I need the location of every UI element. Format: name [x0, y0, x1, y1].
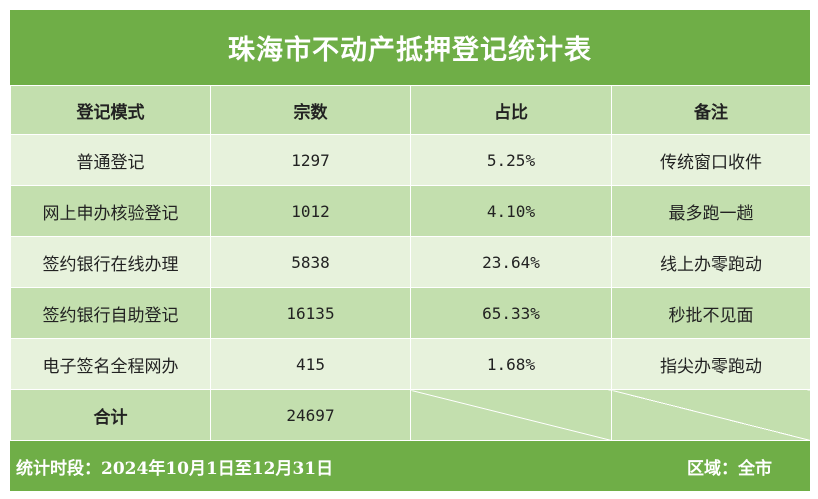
cell-ratio: 23.64%	[410, 236, 612, 288]
cell-ratio: 5.25%	[410, 134, 612, 186]
cell-ratio: 4.10%	[410, 185, 612, 237]
region-label: 区域：全市	[687, 458, 772, 479]
cell-note: 传统窗口收件	[611, 134, 811, 186]
cell-note: 线上办零跑动	[611, 236, 811, 288]
table-row: 签约银行自助登记 16135 65.33% 秒批不见面	[10, 287, 811, 339]
table-title: 珠海市不动产抵押登记统计表	[10, 10, 810, 85]
stats-table-card: 珠海市不动产抵押登记统计表 登记模式 宗数 占比 备注 普通登记 1297 5.…	[10, 10, 811, 492]
total-label: 合计	[10, 389, 211, 441]
cell-mode: 网上申办核验登记	[10, 185, 211, 237]
header-ratio: 占比	[410, 85, 612, 135]
cell-mode: 电子签名全程网办	[10, 338, 211, 390]
table-footer: 统计时段：2024年10月1日至12月31日 区域：全市	[10, 441, 810, 491]
cell-count: 5838	[210, 236, 411, 288]
empty-diagonal-cell	[611, 389, 811, 441]
cell-mode: 普通登记	[10, 134, 211, 186]
cell-note: 最多跑一趟	[611, 185, 811, 237]
cell-ratio: 1.68%	[410, 338, 612, 390]
total-count: 24697	[210, 389, 411, 441]
cell-count: 1012	[210, 185, 411, 237]
cell-note: 秒批不见面	[611, 287, 811, 339]
header-row: 登记模式 宗数 占比 备注	[10, 85, 811, 135]
header-count: 宗数	[210, 85, 411, 135]
cell-count: 16135	[210, 287, 411, 339]
total-row: 合计 24697	[10, 389, 811, 441]
stats-table: 登记模式 宗数 占比 备注 普通登记 1297 5.25% 传统窗口收件 网上申…	[10, 85, 811, 441]
header-mode: 登记模式	[10, 85, 211, 135]
empty-diagonal-cell	[410, 389, 612, 441]
cell-mode: 签约银行在线办理	[10, 236, 211, 288]
statistics-period: 统计时段：2024年10月1日至12月31日	[16, 458, 334, 479]
table-row: 网上申办核验登记 1012 4.10% 最多跑一趟	[10, 185, 811, 237]
cell-count: 1297	[210, 134, 411, 186]
cell-count: 415	[210, 338, 411, 390]
table-row: 电子签名全程网办 415 1.68% 指尖办零跑动	[10, 338, 811, 390]
table-row: 签约银行在线办理 5838 23.64% 线上办零跑动	[10, 236, 811, 288]
cell-mode: 签约银行自助登记	[10, 287, 211, 339]
header-note: 备注	[611, 85, 811, 135]
cell-ratio: 65.33%	[410, 287, 612, 339]
cell-note: 指尖办零跑动	[611, 338, 811, 390]
table-row: 普通登记 1297 5.25% 传统窗口收件	[10, 134, 811, 186]
